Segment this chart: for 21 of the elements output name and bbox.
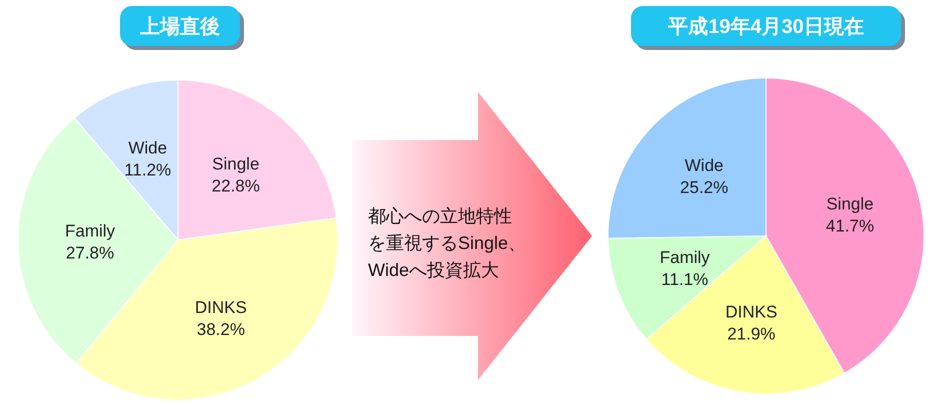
slice-label: DINKS bbox=[725, 302, 778, 322]
chart-title: 上場直後 bbox=[139, 16, 220, 38]
text: を重視するSingle、 bbox=[368, 233, 526, 253]
data-label: 21.9% bbox=[727, 324, 776, 344]
data-label: 25.2% bbox=[680, 178, 728, 197]
data-label: 11.1% bbox=[661, 270, 708, 289]
slice-label: Wide bbox=[684, 156, 724, 175]
slice-label: Wide bbox=[128, 138, 168, 158]
data-label: 41.7% bbox=[826, 216, 874, 236]
data-label: 22.8% bbox=[212, 176, 260, 196]
data-label: 38.2% bbox=[196, 320, 245, 339]
slice-label: Family bbox=[660, 248, 710, 267]
data-label: 27.8% bbox=[66, 244, 114, 263]
text: 都心への立地特性 bbox=[368, 206, 512, 226]
slice-label: Single bbox=[826, 194, 874, 214]
slice-label: Family bbox=[64, 222, 116, 241]
data-label: 11.2% bbox=[124, 160, 172, 180]
slice-label: DINKS bbox=[194, 298, 247, 317]
text: Wideへ投資拡大 bbox=[368, 260, 500, 280]
slice-label: Single bbox=[212, 154, 260, 174]
chart-title: 平成19年4月30日現在 bbox=[667, 16, 864, 38]
